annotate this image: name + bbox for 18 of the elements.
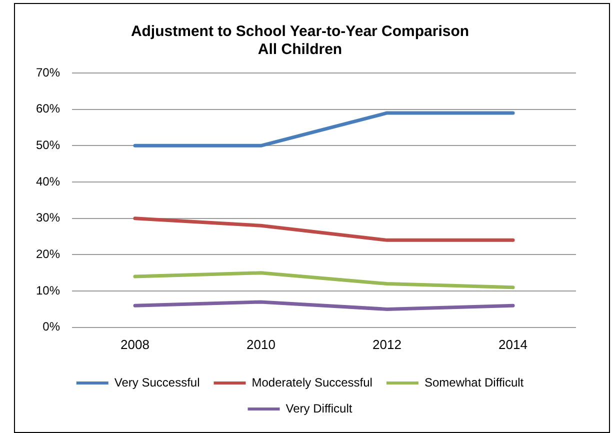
chart-title: Adjustment to School Year-to-Year Comparison [130, 23, 470, 40]
y-tick-label: 50% [36, 138, 60, 152]
legend-label: Very Successful [114, 375, 200, 390]
legend-label: Moderately Successful [252, 375, 372, 390]
y-tick-label: 40% [36, 174, 60, 188]
y-tick-label: 70% [36, 65, 60, 80]
x-tick-label: 2008 [120, 336, 150, 352]
legend-label: Very Difficult [286, 401, 353, 416]
y-tick-label: 30% [36, 210, 60, 225]
y-tick-label: 0% [42, 320, 60, 334]
chart-subtitle: All Children [258, 41, 342, 58]
x-tick-label: 2014 [498, 336, 528, 352]
x-tick-label: 2010 [246, 336, 276, 352]
y-tick-label: 60% [36, 102, 60, 116]
y-tick-label: 20% [36, 247, 60, 262]
y-tick-label: 10% [36, 283, 60, 298]
x-tick-label: 2012 [372, 336, 402, 352]
legend-label: Somewhat Difficult [424, 375, 524, 390]
